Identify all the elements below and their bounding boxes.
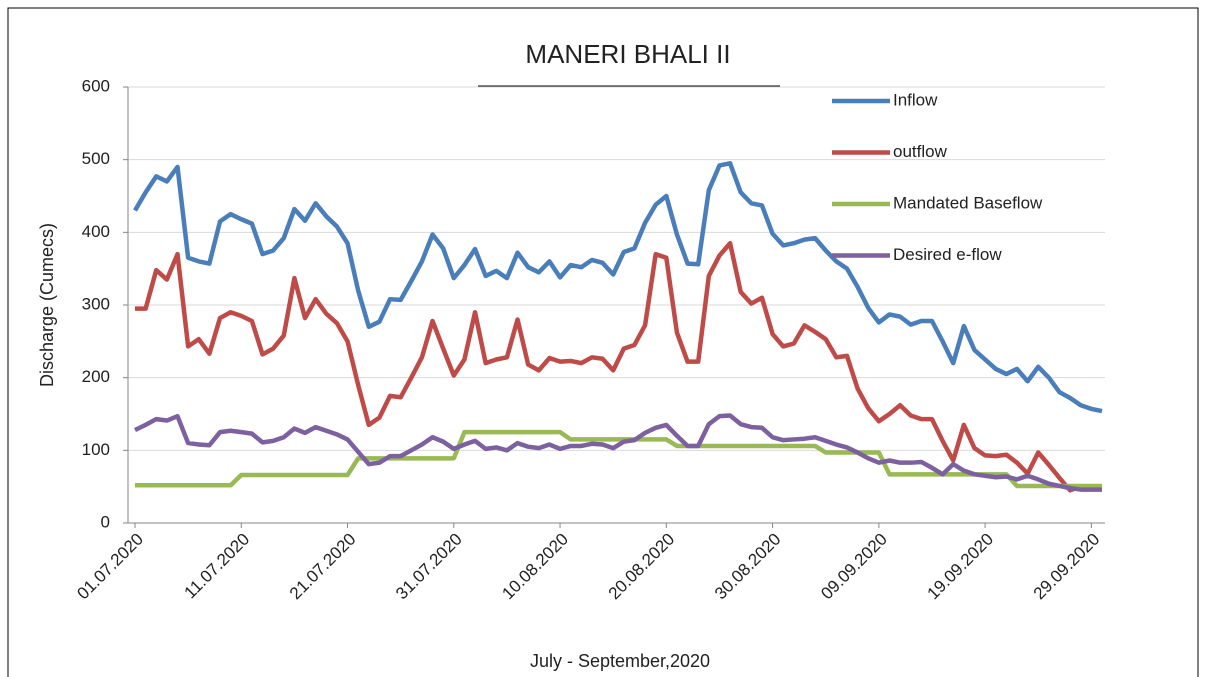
y-tick-label: 200 (82, 367, 110, 386)
y-tick-label: 300 (82, 294, 110, 313)
y-tick-label: 400 (82, 222, 110, 241)
legend-label: Mandated Baseflow (893, 193, 1043, 212)
x-tick-label: 29.09.2020 (1030, 530, 1104, 604)
x-tick-label: 30.08.2020 (711, 530, 785, 604)
legend-label: Inflow (893, 90, 938, 109)
x-tick-label: 10.08.2020 (498, 530, 572, 604)
series-line (134, 413, 1102, 492)
y-tick-label: 600 (82, 76, 110, 95)
x-tick-label: 21.07.2020 (286, 530, 360, 604)
x-tick-label: 01.07.2020 (73, 530, 147, 604)
frame (7, 7, 1199, 677)
x-tick-label: 11.07.2020 (181, 530, 254, 603)
series-line (133, 161, 1103, 414)
legend-label: outflow (893, 142, 948, 161)
chart-title: MANERI BHALI II (525, 39, 730, 69)
x-axis-label: July - September,2020 (530, 651, 710, 671)
x-tick-label: 20.08.2020 (605, 530, 679, 604)
x-tick-label: 19.09.2020 (924, 530, 998, 604)
y-axis-label: Discharge (Cumecs) (37, 223, 57, 387)
legend-label: Desired e-flow (893, 245, 1002, 264)
x-tick-label: 31.07.2020 (392, 530, 466, 604)
y-tick-label: 500 (82, 149, 110, 168)
x-tick-label: 09.09.2020 (817, 530, 891, 604)
series-line (135, 240, 1102, 493)
y-tick-label: 0 (101, 512, 110, 531)
y-tick-label: 100 (82, 440, 110, 459)
